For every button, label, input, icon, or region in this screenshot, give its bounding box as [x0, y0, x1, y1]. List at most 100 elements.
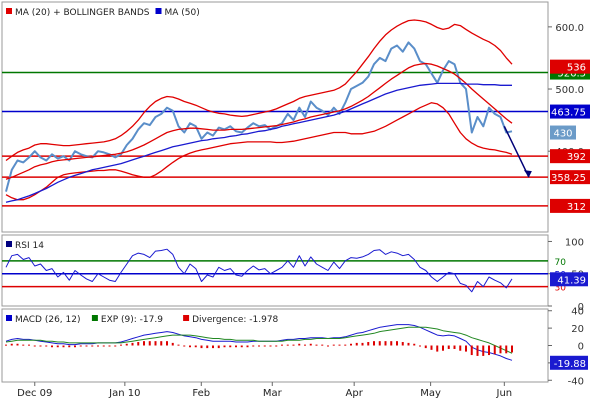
- divergence-bar: [68, 345, 71, 348]
- divergence-bar: [309, 343, 312, 346]
- divergence-bar: [252, 345, 255, 347]
- divergence-bar: [321, 344, 324, 346]
- divergence-bar: [488, 345, 490, 356]
- divergence-bar: [355, 342, 358, 346]
- projection-arrow: [503, 125, 530, 178]
- divergence-bar: [332, 344, 335, 346]
- divergence-bar: [85, 345, 88, 347]
- value-badge: [550, 355, 588, 370]
- divergence-bar: [148, 341, 151, 346]
- legend-swatch: [155, 8, 162, 14]
- divergence-bar: [177, 344, 180, 346]
- y-tick-label: 40: [571, 307, 584, 318]
- divergence-bar: [194, 345, 197, 348]
- divergence-bar: [235, 345, 237, 348]
- divergence-bar: [493, 345, 496, 355]
- panel-frame: [1, 1, 549, 233]
- divergence-bar: [171, 342, 174, 346]
- legend-label: EXP (9): -17.9: [101, 315, 163, 325]
- divergence-bar: [246, 345, 249, 348]
- divergence-bar: [401, 342, 404, 346]
- divergence-bar: [390, 341, 393, 346]
- divergence-bar: [16, 343, 19, 346]
- x-tick-label: Dec 09: [17, 388, 52, 399]
- y-tick-label: 0: [578, 342, 584, 353]
- legend-label: Divergence: -1.978: [192, 315, 278, 325]
- divergence-bar: [22, 344, 25, 346]
- divergence-bar: [499, 345, 502, 354]
- price-badge-label: 430: [553, 129, 572, 140]
- divergence-bar: [298, 343, 301, 346]
- divergence-bar: [39, 345, 42, 347]
- divergence-bar: [424, 345, 427, 349]
- divergence-bar: [137, 342, 140, 346]
- divergence-bar: [304, 344, 306, 346]
- x-tick-label: Jan 10: [108, 388, 140, 399]
- divergence-bar: [470, 345, 473, 356]
- divergence-bar: [143, 341, 145, 346]
- level-badge: [550, 149, 590, 164]
- rsi-line: [5, 248, 513, 293]
- divergence-bar: [62, 345, 65, 348]
- divergence-bar: [269, 345, 272, 347]
- divergence-bar: [166, 341, 168, 346]
- level-badge-label: 358.25: [551, 173, 586, 184]
- divergence-bar: [465, 345, 467, 352]
- divergence-bar: [131, 342, 134, 346]
- level-badge: [550, 198, 590, 213]
- projection-arrowhead: [523, 170, 532, 178]
- divergence-bar: [361, 342, 364, 346]
- divergence-bar: [442, 345, 444, 351]
- divergence-bar: [350, 343, 352, 346]
- divergence-bar: [240, 345, 243, 348]
- divergence-bar: [212, 345, 214, 349]
- divergence-bar: [79, 345, 82, 347]
- divergence-bar: [206, 345, 209, 349]
- divergence-bar: [74, 345, 76, 348]
- divergence-bar: [338, 344, 341, 346]
- divergence-bar: [373, 341, 375, 346]
- level-badge-label: 463.75: [551, 108, 586, 119]
- divergence-bar: [275, 345, 278, 347]
- ma50-line: [5, 82, 512, 203]
- level-badge-label: 536: [567, 63, 586, 74]
- divergence-bar: [453, 345, 456, 349]
- divergence-bar: [258, 345, 260, 347]
- legend-swatch: [6, 241, 12, 247]
- divergence-bar: [505, 345, 508, 354]
- bb_lower-line: [5, 102, 513, 201]
- divergence-bar: [33, 345, 36, 347]
- x-tick-label: Feb: [192, 388, 210, 399]
- divergence-bar: [396, 341, 398, 346]
- divergence-bar: [154, 341, 157, 346]
- divergence-bar: [413, 343, 416, 346]
- value-badge-label: 41.39: [557, 275, 586, 286]
- y-tick-label: 500.0: [555, 85, 584, 96]
- legend-label: RSI 14: [15, 241, 44, 251]
- legend-swatch: [6, 315, 12, 321]
- legend-swatch: [6, 8, 12, 14]
- divergence-bar: [114, 345, 117, 347]
- divergence-bar: [436, 345, 439, 352]
- divergence-bar: [419, 345, 421, 347]
- divergence-bar: [344, 344, 347, 346]
- divergence-bar: [200, 345, 203, 349]
- y-tick-label: 20: [571, 324, 584, 335]
- value-badge: [550, 272, 588, 287]
- divergence-bar: [189, 345, 191, 348]
- divergence-bar: [378, 341, 381, 346]
- divergence-bar: [28, 344, 30, 346]
- divergence-bar: [125, 343, 128, 346]
- level-label: 30: [555, 284, 567, 294]
- divergence-bar: [56, 345, 59, 348]
- exp-line: [5, 326, 513, 354]
- x-tick-label: Mar: [263, 388, 283, 399]
- divergence-bar: [511, 345, 513, 353]
- bb_upper-line: [5, 19, 513, 162]
- y-tick-label: 100: [565, 237, 584, 248]
- price-badge: [550, 125, 576, 140]
- divergence-bar: [384, 341, 387, 346]
- y-tick-label: 0: [578, 302, 584, 313]
- divergence-bar: [229, 345, 232, 348]
